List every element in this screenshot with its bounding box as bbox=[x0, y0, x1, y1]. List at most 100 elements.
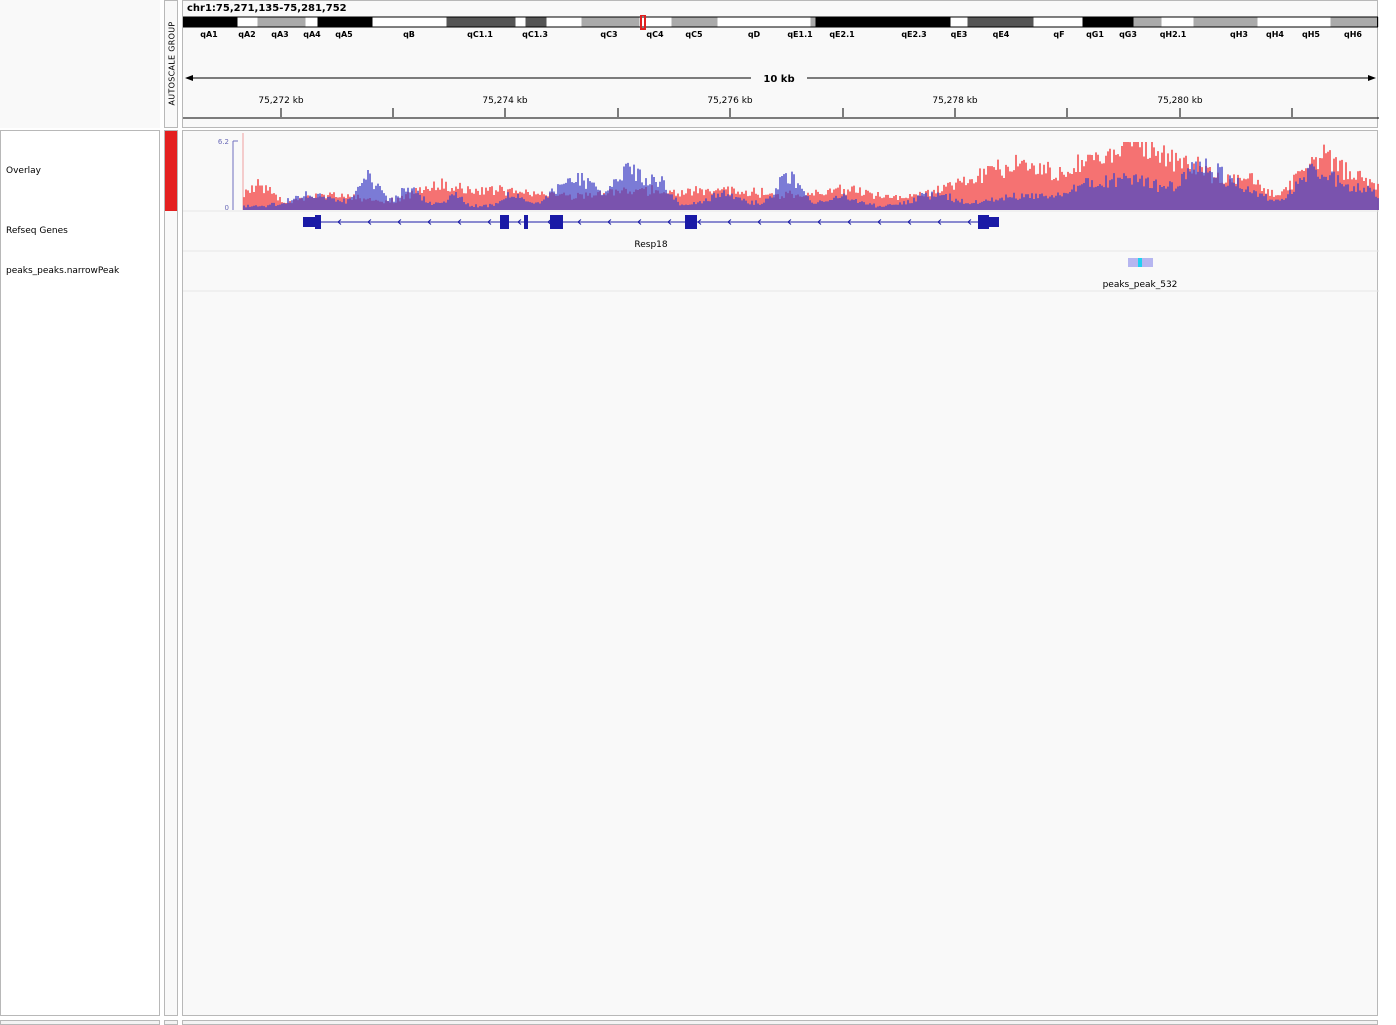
autoscale-group-label: AUTOSCALE GROUP bbox=[167, 21, 177, 106]
name-footer bbox=[0, 1020, 160, 1025]
strand-arrow bbox=[877, 219, 882, 225]
coverage-series-blue bbox=[243, 158, 1379, 210]
cytoband-label: qE1.1 bbox=[787, 30, 813, 39]
cytoband-qA4[interactable] bbox=[305, 17, 318, 27]
cytoband-qE2.1[interactable] bbox=[815, 17, 870, 27]
data-range-max: 6.2 bbox=[218, 138, 229, 146]
gene-exon[interactable] bbox=[978, 215, 989, 229]
strand-arrow bbox=[457, 219, 462, 225]
cytoband-label: qE4 bbox=[993, 30, 1010, 39]
cytoband-label: qA5 bbox=[335, 30, 353, 39]
scale-label: 10 kb bbox=[763, 74, 794, 85]
cytoband-qH5[interactable] bbox=[1292, 17, 1331, 27]
cytoband-qE4[interactable] bbox=[967, 17, 1034, 27]
cytoband-qD[interactable] bbox=[791, 17, 811, 27]
scale-arrow-right-head bbox=[1368, 75, 1376, 81]
cytoband-label: qE3 bbox=[951, 30, 968, 39]
peaks-track[interactable]: peaks_peak_532 bbox=[1103, 258, 1178, 290]
cytoband-qE1.1[interactable] bbox=[810, 17, 816, 27]
strand-arrow bbox=[637, 219, 642, 225]
refseq-genes-track[interactable]: Resp18 bbox=[303, 215, 999, 250]
gene-label[interactable]: Resp18 bbox=[634, 240, 668, 250]
cytoband-label: qA3 bbox=[271, 30, 288, 39]
cytoband-qC1.1[interactable] bbox=[446, 17, 516, 27]
strand-arrow bbox=[787, 219, 792, 225]
ruler-tick-label: 75,276 kb bbox=[707, 96, 753, 106]
overlay-attribute-swatch[interactable] bbox=[165, 131, 177, 211]
strand-arrow bbox=[697, 219, 702, 225]
cytoband-qC3[interactable] bbox=[581, 17, 640, 27]
cytoband-label: qE2.1 bbox=[829, 30, 855, 39]
overlay-track[interactable]: 6.20 bbox=[218, 133, 1379, 212]
ruler-tick-label: 75,272 kb bbox=[258, 96, 304, 106]
gene-exon[interactable] bbox=[685, 215, 697, 229]
cytoband-qB[interactable] bbox=[372, 17, 447, 27]
scale-arrow-left-head bbox=[185, 75, 193, 81]
tracks-canvas[interactable]: 6.20 Resp18 peaks_peak_532 bbox=[183, 131, 1379, 301]
cytoband-label: qC1.3 bbox=[522, 30, 548, 39]
cytoband-qG1[interactable] bbox=[1082, 17, 1110, 27]
cytoband-qA1[interactable] bbox=[183, 17, 238, 27]
track-name-panel[interactable]: Overlay Refseq Genes peaks_peaks.narrowP… bbox=[0, 130, 160, 1016]
attribute-header-panel[interactable]: AUTOSCALE GROUP bbox=[164, 0, 178, 128]
data-footer bbox=[182, 1020, 1378, 1025]
cytoband-qC5[interactable] bbox=[671, 17, 718, 27]
gene-exon[interactable] bbox=[315, 215, 321, 229]
attribute-panel[interactable] bbox=[164, 130, 178, 1016]
cytoband-qH3[interactable] bbox=[1193, 17, 1221, 27]
cytoband-label: qC1.1 bbox=[467, 30, 493, 39]
strand-arrow bbox=[967, 219, 972, 225]
ruler-tick-label: 75,280 kb bbox=[1157, 96, 1203, 106]
strand-arrow bbox=[907, 219, 912, 225]
cytoband-label: qD bbox=[748, 30, 761, 39]
peak-label[interactable]: peaks_peak_532 bbox=[1103, 280, 1178, 290]
cytoband-qE2.3[interactable] bbox=[869, 17, 951, 27]
peak-summit bbox=[1138, 258, 1142, 267]
cytoband-qH4[interactable] bbox=[1220, 17, 1258, 27]
cytoband-qA2[interactable] bbox=[237, 17, 258, 27]
strand-arrow bbox=[757, 219, 762, 225]
strand-arrow bbox=[727, 219, 732, 225]
cytoband-label: qE2.3 bbox=[901, 30, 926, 39]
cytoband-qH2.1[interactable] bbox=[1133, 17, 1162, 27]
strand-arrow bbox=[937, 219, 942, 225]
cytoband-label: qC5 bbox=[685, 30, 703, 39]
cytoband-qC1.3[interactable] bbox=[525, 17, 547, 27]
data-panel[interactable]: 6.2 0 Resp18 peaks_peak_532 bbox=[182, 130, 1379, 1016]
data-range-min: 0 bbox=[225, 204, 229, 212]
current-region-marker bbox=[640, 15, 646, 30]
gene-exon[interactable] bbox=[500, 215, 509, 229]
strand-arrow bbox=[517, 219, 522, 225]
strand-arrow bbox=[577, 219, 582, 225]
strand-arrow bbox=[427, 219, 432, 225]
cytoband-label: qC4 bbox=[646, 30, 664, 39]
ruler-header-panel[interactable]: chr1:75,271,135-75,281,752 qA1 qA2 qA3 qA4 q… bbox=[182, 0, 1379, 128]
attribute-footer bbox=[164, 1020, 178, 1025]
genomic-ruler[interactable]: 10 kb 75,272 kb 75,274 kb 75,276 kb 75,278 … bbox=[183, 55, 1379, 127]
cytoband-qE3[interactable] bbox=[950, 17, 968, 27]
gene-exon[interactable] bbox=[524, 215, 528, 229]
strand-arrow bbox=[337, 219, 342, 225]
cytoband-qH6[interactable] bbox=[1330, 17, 1379, 27]
track-name-refseq-genes[interactable]: Refseq Genes bbox=[6, 226, 68, 236]
chromosome-ideogram[interactable]: qA1 qA2 qA3 qA4 qA5 qB qC1.1 qC1.3 qC3 qC4 qC5 qD qE… bbox=[183, 15, 1379, 55]
cytoband-qA3[interactable] bbox=[257, 17, 306, 27]
strand-arrow bbox=[847, 219, 852, 225]
track-name-peaks[interactable]: peaks_peaks.narrowPeak bbox=[6, 266, 120, 276]
gene-exon[interactable] bbox=[303, 217, 316, 227]
cytoband-label: qB bbox=[403, 30, 415, 39]
cytoband-label: qC3 bbox=[600, 30, 617, 39]
cytoband-label: qH5 bbox=[1302, 30, 1320, 39]
track-name-overlay[interactable]: Overlay bbox=[6, 166, 41, 176]
cytoband-label: qA4 bbox=[303, 30, 321, 39]
strand-arrow bbox=[397, 219, 402, 225]
gene-exon[interactable] bbox=[550, 215, 563, 229]
gene-exon[interactable] bbox=[989, 217, 999, 227]
cytoband-qG3[interactable] bbox=[1109, 17, 1134, 27]
cytoband-qA5[interactable] bbox=[317, 17, 373, 27]
cytoband-qC4[interactable] bbox=[639, 17, 672, 27]
cytoband-label: qA2 bbox=[238, 30, 255, 39]
cytoband-qF[interactable] bbox=[1033, 17, 1083, 27]
ideogram-outline bbox=[183, 16, 1378, 28]
name-header-panel bbox=[0, 0, 160, 128]
